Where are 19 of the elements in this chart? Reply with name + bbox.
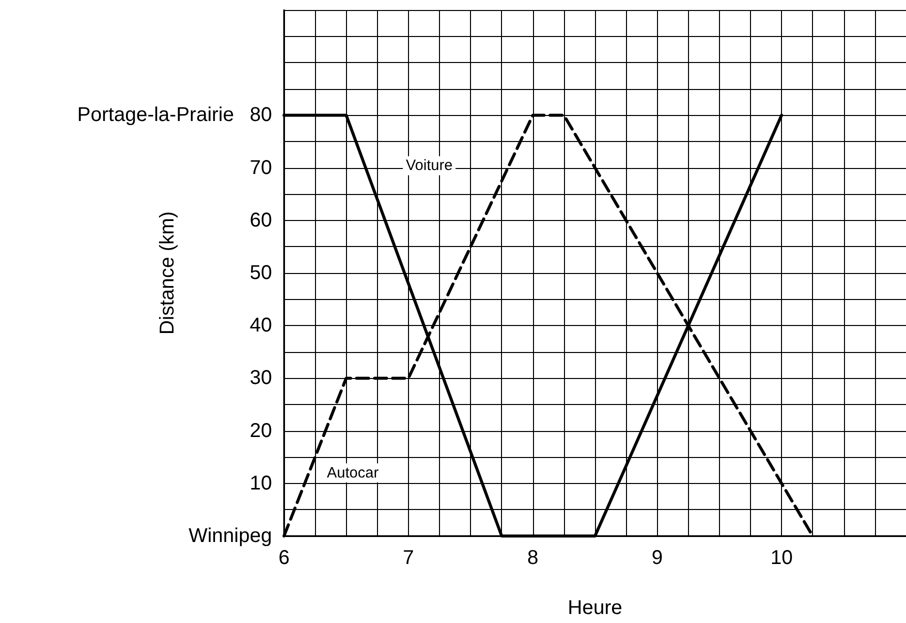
y-tick-label: 80 [250, 104, 272, 126]
y-tick-label: 50 [250, 262, 272, 284]
x-tick-label: 9 [652, 547, 663, 569]
y-tick-label: 30 [250, 367, 272, 390]
y-tick-label: Winnipeg [188, 525, 272, 547]
x-tick-label: 8 [527, 547, 538, 569]
annotation: Portage-la-Prairie [77, 104, 234, 126]
y-tick-label: 20 [250, 420, 272, 442]
y-tick-label: 70 [250, 156, 272, 179]
series-label: Autocar [326, 464, 379, 482]
y-tick-label: 60 [250, 209, 272, 232]
x-tick-label: 7 [402, 547, 414, 569]
x-axis-title: Heure [568, 597, 622, 619]
y-tick-label: 10 [250, 472, 272, 494]
text: Voiture [406, 157, 453, 174]
y-tick-label: 40 [250, 314, 272, 337]
x-tick-label: 10 [770, 547, 793, 569]
y-axis-title: Distance (km) [156, 211, 179, 335]
x-tick-label: 6 [278, 547, 290, 569]
